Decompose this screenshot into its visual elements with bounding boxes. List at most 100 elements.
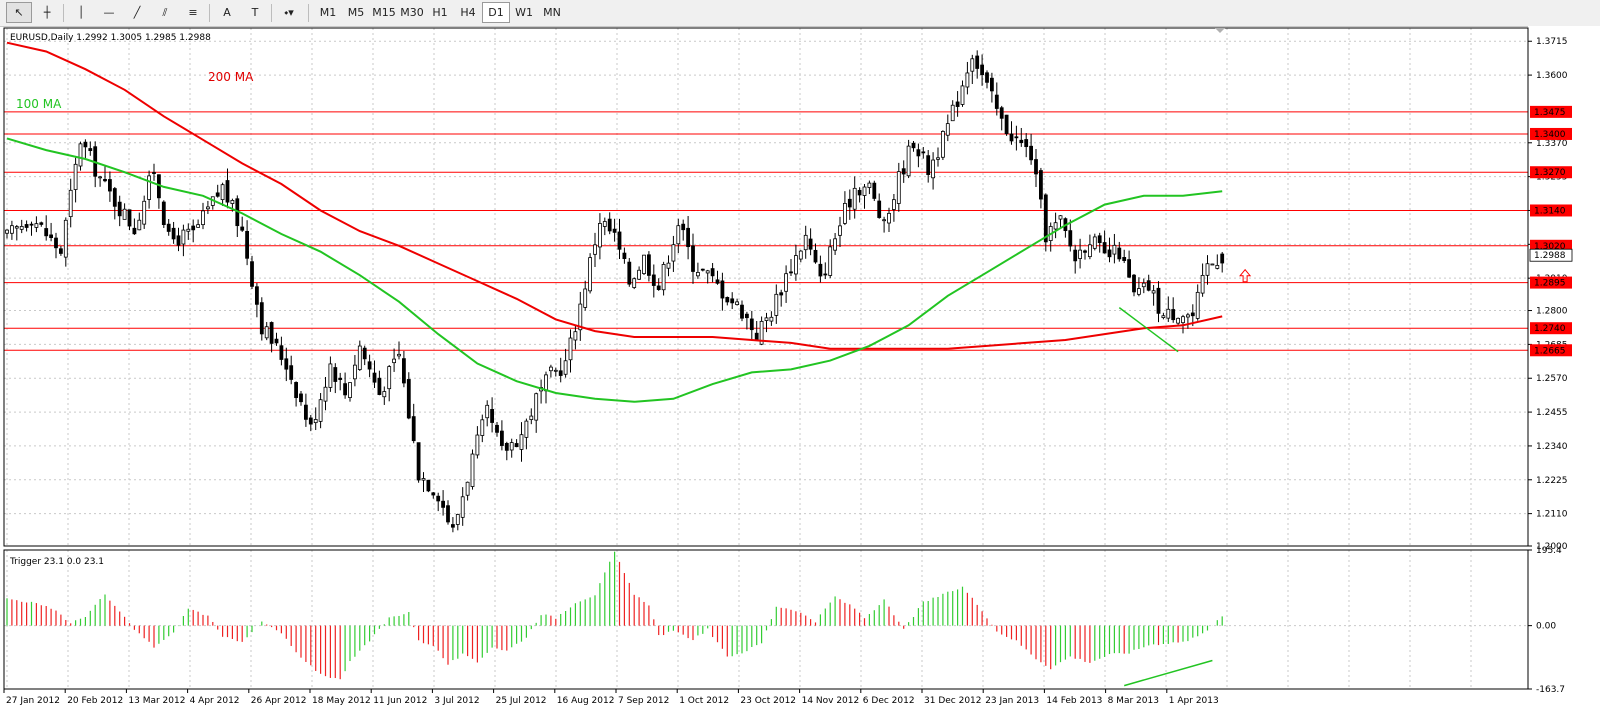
timeframe-mn[interactable]: MN bbox=[543, 6, 561, 19]
candle-body bbox=[284, 358, 289, 370]
candle-body bbox=[583, 288, 588, 308]
level-price-tag bbox=[1530, 239, 1572, 252]
toolbar-separator bbox=[308, 4, 309, 22]
current-price-label: 1.2988 bbox=[1534, 251, 1566, 261]
shapes-dropdown[interactable]: ⬩▾ bbox=[276, 2, 302, 23]
level-price-tag bbox=[1530, 127, 1572, 140]
candle-body bbox=[965, 72, 970, 88]
candle-body bbox=[553, 369, 558, 372]
candle-body bbox=[705, 270, 710, 274]
equidistant-channel-tool[interactable]: ⫽ bbox=[152, 2, 178, 23]
text-tool[interactable]: A bbox=[214, 2, 240, 23]
date-tick-label: 13 Mar 2012 bbox=[128, 696, 185, 706]
candle-body bbox=[931, 159, 935, 179]
level-price-tag bbox=[1530, 276, 1572, 289]
price-tick-label: 1.3600 bbox=[1536, 71, 1568, 81]
candle-body bbox=[725, 297, 730, 303]
level-price-label: 1.2665 bbox=[1534, 346, 1566, 356]
candle-body bbox=[1195, 291, 1200, 319]
price-trend-line[interactable] bbox=[1118, 307, 1179, 353]
candle-body bbox=[838, 225, 842, 236]
candle-body bbox=[887, 212, 891, 224]
candle-body bbox=[549, 366, 553, 372]
timeframe-m30[interactable]: M30 bbox=[400, 6, 424, 19]
candle-body bbox=[63, 219, 68, 258]
candle-body bbox=[421, 478, 426, 481]
text-label-tool[interactable]: T bbox=[242, 2, 268, 23]
candle-body bbox=[691, 245, 695, 272]
candle-body bbox=[823, 273, 828, 276]
candle-body bbox=[509, 442, 514, 451]
candle-body bbox=[1117, 247, 1122, 260]
timeframe-h4[interactable]: H4 bbox=[460, 6, 476, 19]
horizontal-line-tool[interactable]: — bbox=[96, 2, 122, 23]
up-arrow-icon[interactable] bbox=[1239, 268, 1252, 283]
toolbar-separator bbox=[271, 4, 272, 22]
text-a-icon: A bbox=[223, 6, 231, 19]
chart-shift-marker-icon[interactable] bbox=[1215, 28, 1225, 33]
candle-body bbox=[906, 145, 911, 177]
timeframe-d1[interactable]: D1 bbox=[482, 2, 510, 23]
ma100-annotation: 100 MA bbox=[16, 97, 62, 111]
candle-body bbox=[9, 225, 14, 234]
candle-body bbox=[436, 495, 441, 502]
candle-body bbox=[588, 257, 592, 292]
candle-body bbox=[392, 358, 397, 364]
candle-body bbox=[1176, 317, 1180, 324]
candle-body bbox=[441, 500, 446, 508]
candle-body bbox=[1112, 244, 1117, 255]
candle-body bbox=[367, 361, 372, 370]
fibonacci-tool[interactable]: ≡ bbox=[180, 2, 206, 23]
price-tick-label: 1.2800 bbox=[1536, 307, 1568, 317]
timeframe-w1[interactable]: W1 bbox=[515, 6, 533, 19]
vertical-line-tool[interactable]: │ bbox=[68, 2, 94, 23]
candle-body bbox=[637, 269, 641, 280]
candle-body bbox=[14, 226, 19, 229]
candle-body bbox=[103, 178, 107, 182]
candle-body bbox=[24, 224, 29, 228]
trigger-indicator bbox=[6, 551, 1223, 687]
symbol-info: EURUSD,Daily 1.2992 1.3005 1.2985 1.2988 bbox=[10, 33, 211, 43]
candle-body bbox=[372, 372, 377, 383]
candle-body bbox=[117, 201, 122, 217]
date-axis: 27 Jan 2012 20 Feb 2012 13 Mar 2012 4 Apr 2… bbox=[3, 689, 1219, 706]
cursor-tool[interactable]: ↖ bbox=[6, 2, 32, 23]
timeframe-m15[interactable]: M15 bbox=[372, 6, 396, 19]
candle-body bbox=[152, 172, 156, 174]
candle-body bbox=[563, 360, 568, 375]
crosshair-tool[interactable]: ┼ bbox=[34, 2, 60, 23]
candle-body bbox=[250, 261, 254, 287]
candle-body bbox=[671, 244, 676, 262]
price-tick-label: 1.2225 bbox=[1536, 476, 1568, 486]
indicator-trend-line[interactable] bbox=[1123, 659, 1213, 687]
ma100-line bbox=[6, 137, 1223, 403]
candle-body bbox=[632, 278, 637, 288]
candle-body bbox=[896, 171, 901, 204]
shapes-dropdown-icon: ⬩▾ bbox=[284, 6, 294, 19]
candle-body bbox=[573, 331, 578, 341]
candle-body bbox=[1137, 288, 1141, 295]
timeframe-m5[interactable]: M5 bbox=[347, 6, 365, 19]
candle-body bbox=[343, 383, 348, 396]
candle-body bbox=[1009, 133, 1014, 142]
candle-body bbox=[313, 419, 318, 424]
trendline-tool[interactable]: ╱ bbox=[124, 2, 150, 23]
trendline-icon: ╱ bbox=[133, 6, 141, 19]
level-price-tag bbox=[1530, 204, 1572, 217]
candle-body bbox=[1151, 290, 1156, 294]
candle-body bbox=[955, 101, 960, 107]
candle-body bbox=[490, 409, 495, 423]
candle-body bbox=[465, 481, 470, 496]
fibonacci-icon: ≡ bbox=[188, 6, 198, 19]
candle-body bbox=[1034, 159, 1038, 175]
timeframe-m1[interactable]: M1 bbox=[319, 6, 337, 19]
candle-body bbox=[127, 209, 132, 227]
candle-body bbox=[916, 149, 921, 157]
candle-body bbox=[176, 235, 181, 246]
candle-body bbox=[1073, 249, 1078, 262]
level-price-label: 1.3020 bbox=[1534, 242, 1566, 252]
timeframe-h1[interactable]: H1 bbox=[432, 6, 448, 19]
level-price-tag bbox=[1530, 105, 1572, 118]
candle-body bbox=[936, 157, 940, 160]
candle-body bbox=[1156, 287, 1161, 314]
